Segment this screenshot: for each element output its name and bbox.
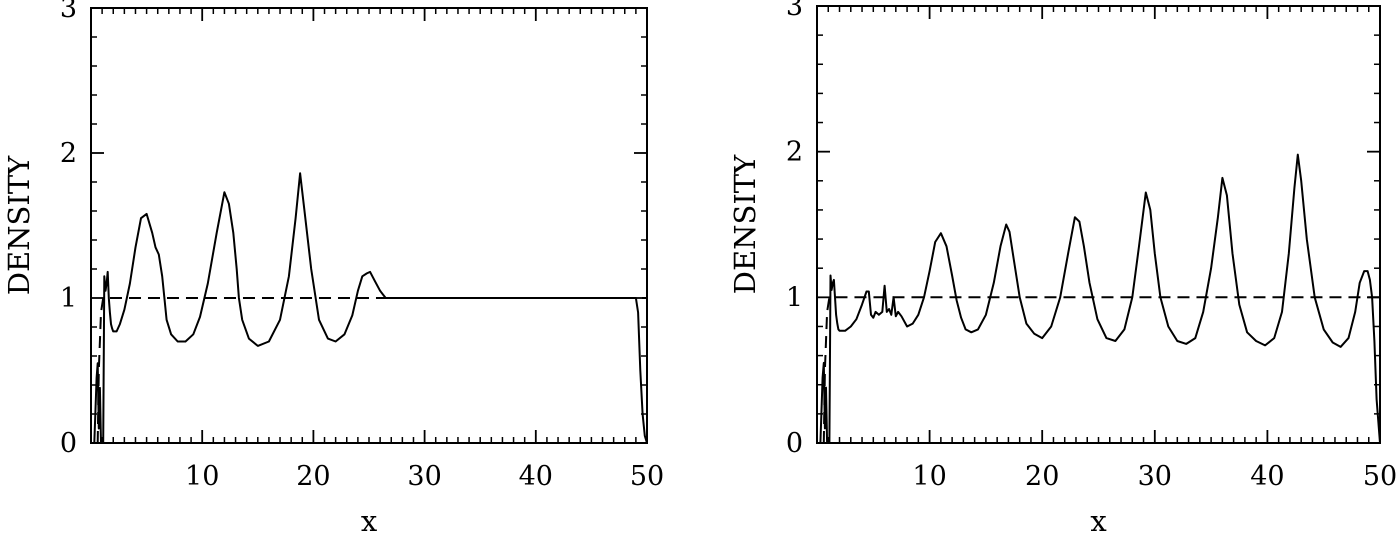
x-tick-label: 50	[1363, 461, 1397, 492]
x-tick-label: 10	[912, 461, 946, 492]
x-tick-label: 50	[630, 461, 664, 492]
y-tick-label: 0	[786, 428, 803, 459]
y-tick-label: 2	[60, 138, 77, 169]
y-axis-title: DENSITY	[2, 155, 36, 295]
density-plot-right: 10 20 30 40 50 0 1 2 3 x DENSITY	[728, 0, 1397, 538]
y-tick-label: 2	[786, 137, 803, 168]
y-tick-label: 1	[786, 282, 803, 313]
y-tick-label: 3	[786, 0, 803, 22]
dashed-reference-line	[96, 297, 647, 444]
x-axis-title: x	[1090, 504, 1106, 538]
plot-frame	[816, 5, 1381, 444]
x-axis-title: x	[361, 504, 377, 538]
y-axis-title: DENSITY	[728, 154, 762, 294]
plot-frame	[90, 7, 648, 444]
dashed-reference-line	[822, 296, 1380, 444]
x-tick-label: 40	[1250, 461, 1284, 492]
x-tick-label: 20	[1025, 461, 1059, 492]
density-curve	[91, 172, 648, 444]
x-tick-label: 30	[407, 461, 441, 492]
y-tick-label: 0	[60, 428, 77, 459]
x-tick-label: 10	[185, 461, 219, 492]
x-tick-label: 30	[1138, 461, 1172, 492]
x-tick-label: 40	[519, 461, 553, 492]
y-tick-label: 1	[60, 283, 77, 314]
y-tick-label: 3	[60, 0, 77, 24]
density-plot-left: 10 20 30 40 50 0 1 2 3 x DENSITY	[2, 0, 664, 538]
density-curve	[817, 153, 1381, 444]
x-tick-label: 20	[296, 461, 330, 492]
